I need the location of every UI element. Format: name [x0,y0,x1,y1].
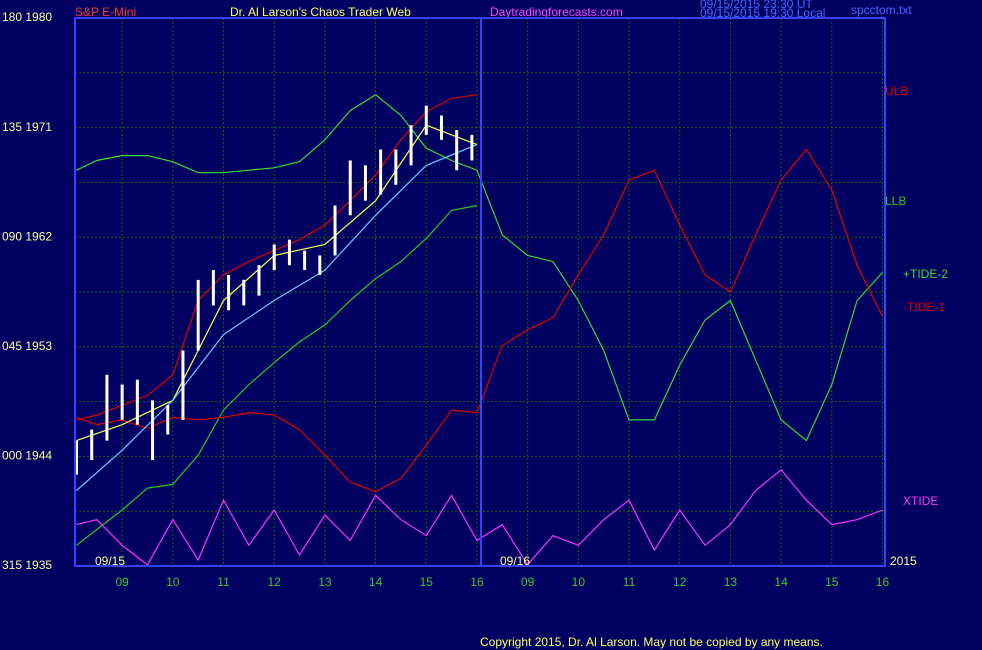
legend-label: LLB [885,194,906,208]
series-line [76,93,883,442]
legend-label: +TIDE-2 [903,267,948,281]
x-tick-label: 13 [724,575,738,589]
x-tick-label: 11 [623,575,636,589]
website: Daytradingforecasts.com [490,5,623,19]
x-tick-label: 14 [369,575,383,589]
legend-label: XTIDE [903,494,938,508]
x-tick-label: 13 [318,575,332,589]
x-tick-label: 15 [825,575,839,589]
x-tick-label: 12 [673,575,687,589]
annotation: 2015 [890,554,917,568]
y-tick-label: 315 1935 [2,558,52,572]
y-tick-label: 045 1953 [2,339,52,353]
legend-label: -TIDE-1 [903,300,945,314]
x-tick-label: 11 [217,575,230,589]
chart-title: Dr. Al Larson's Chaos Trader Web [230,5,411,19]
x-tick-label: 10 [166,575,180,589]
y-tick-label: 180 1980 [2,10,52,24]
series-line [76,148,884,493]
series-line [76,204,478,546]
y-tick-label: 135 1971 [2,120,52,134]
copyright: Copyright 2015, Dr. Al Larson. May not b… [480,635,823,649]
instrument: S&P E-Mini [75,5,136,19]
x-tick-label: 09 [115,575,129,589]
legend-label: ULB [885,84,908,98]
x-tick-label: 12 [268,575,282,589]
timestamp: 09/15/2015 23:30 UT [700,0,813,11]
series-line [76,468,883,566]
annotation: 09/16 [500,554,530,568]
file-name: spcctom.txt [851,3,912,17]
x-tick-label: 16 [470,575,484,589]
timestamp: 09/15/2015 19:30 Local [700,6,825,20]
x-tick-label: 09 [521,575,535,589]
x-tick-label: 10 [572,575,586,589]
plot [75,93,884,566]
y-tick-label: 090 1962 [2,229,52,243]
y-tick-label: 000 1944 [2,449,52,463]
x-tick-label: 15 [420,575,434,589]
series-line [76,144,478,491]
annotation: 09/15 [95,554,125,568]
x-tick-label: 14 [774,575,788,589]
x-tick-label: 16 [876,575,890,589]
